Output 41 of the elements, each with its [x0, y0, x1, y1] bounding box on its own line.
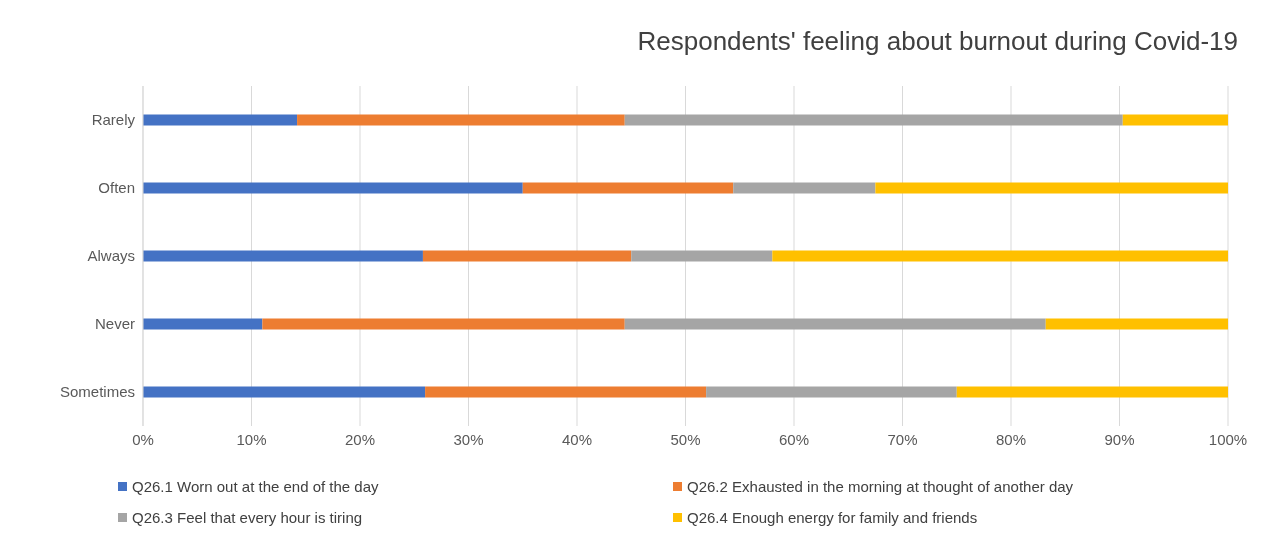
bar	[143, 114, 298, 126]
bar	[956, 386, 1228, 398]
x-tick-label: 50%	[670, 430, 701, 448]
y-tick-label: Sometimes	[59, 383, 135, 401]
bar	[733, 182, 876, 194]
legend-label: Q26.3 Feel that every hour is tiring	[132, 509, 363, 526]
bar	[624, 114, 1123, 126]
bar	[631, 250, 773, 262]
bar	[1122, 114, 1228, 126]
bar	[1045, 318, 1228, 330]
bar	[772, 250, 1228, 262]
x-tick-label: 90%	[1104, 430, 1135, 448]
x-tick-label: 10%	[236, 430, 267, 448]
x-tick-label: 100%	[1208, 430, 1248, 448]
bar	[143, 182, 523, 194]
bar	[143, 318, 263, 330]
bar	[262, 318, 625, 330]
legend-label: Q26.4 Enough energy for family and friends	[687, 509, 978, 526]
bar	[422, 250, 632, 262]
bar	[143, 386, 426, 398]
bar	[875, 182, 1228, 194]
x-tick-label: 60%	[778, 430, 810, 448]
x-tick-label: 80%	[995, 430, 1027, 448]
x-tick-label: 20%	[344, 430, 376, 448]
bar	[522, 182, 734, 194]
y-tick-label: Rarely	[91, 111, 136, 129]
x-tick-label: 70%	[887, 430, 918, 448]
bar	[706, 386, 957, 398]
y-tick-label: Often	[98, 179, 135, 197]
y-tick-label: Always	[87, 247, 135, 265]
x-tick-label: 40%	[561, 430, 593, 448]
legend-label: Q26.1 Worn out at the end of the day	[132, 478, 379, 495]
x-tick-label: 0%	[132, 430, 154, 448]
bar	[624, 318, 1046, 330]
bar	[297, 114, 625, 126]
x-tick-label: 30%	[453, 430, 484, 448]
y-tick-label: Never	[94, 315, 135, 333]
chart-title: Respondents' feeling about burnout during Covid-19	[636, 25, 1239, 58]
bar	[425, 386, 707, 398]
bar	[143, 250, 423, 262]
legend-label: Q26.2 Exhausted in the morning at thought of another day	[687, 478, 1074, 495]
